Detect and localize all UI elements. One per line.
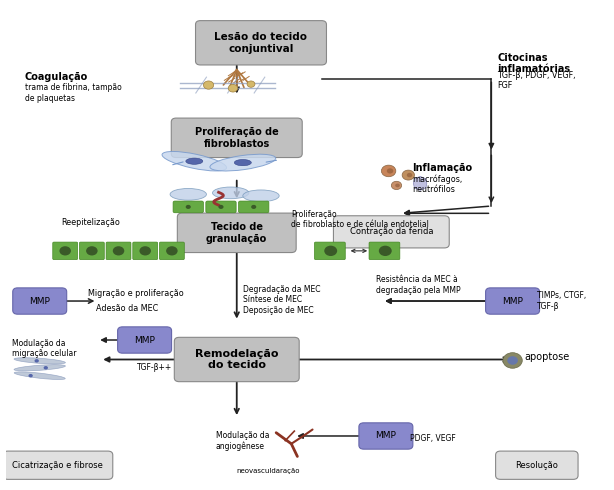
Text: Modulação da
angiogênese: Modulação da angiogênese bbox=[216, 431, 269, 451]
Text: MMP: MMP bbox=[375, 432, 396, 441]
Ellipse shape bbox=[243, 190, 279, 202]
Text: TGF-β, PDGF, VEGF,
FGF: TGF-β, PDGF, VEGF, FGF bbox=[497, 71, 576, 90]
Circle shape bbox=[166, 246, 177, 255]
Text: Remodelação
do tecido: Remodelação do tecido bbox=[195, 349, 279, 370]
Ellipse shape bbox=[14, 358, 65, 364]
Circle shape bbox=[406, 173, 413, 177]
Text: Lesão do tecido
conjuntival: Lesão do tecido conjuntival bbox=[214, 32, 308, 53]
Circle shape bbox=[381, 165, 396, 177]
Circle shape bbox=[60, 246, 71, 255]
FancyBboxPatch shape bbox=[486, 288, 540, 314]
Text: neovasculdaração: neovasculdaração bbox=[237, 468, 300, 474]
Ellipse shape bbox=[212, 187, 249, 199]
Ellipse shape bbox=[186, 158, 203, 164]
Text: trama de fibrina, tampão
de plaquetas: trama de fibrina, tampão de plaquetas bbox=[25, 83, 122, 102]
Ellipse shape bbox=[170, 189, 206, 200]
Text: Coagulação: Coagulação bbox=[25, 72, 88, 82]
FancyBboxPatch shape bbox=[160, 242, 184, 260]
Circle shape bbox=[34, 359, 39, 363]
Circle shape bbox=[86, 246, 98, 255]
Ellipse shape bbox=[14, 372, 65, 380]
Text: Contração da ferida: Contração da ferida bbox=[349, 227, 433, 236]
Circle shape bbox=[185, 205, 191, 209]
Circle shape bbox=[113, 246, 124, 255]
FancyBboxPatch shape bbox=[3, 451, 113, 479]
FancyBboxPatch shape bbox=[118, 327, 171, 353]
FancyBboxPatch shape bbox=[171, 118, 302, 158]
Ellipse shape bbox=[162, 151, 227, 171]
Text: Inflamação: Inflamação bbox=[413, 163, 473, 173]
Text: MMP: MMP bbox=[134, 336, 155, 344]
Text: TGF-β++: TGF-β++ bbox=[137, 363, 172, 372]
Text: Adesão da MEC: Adesão da MEC bbox=[96, 304, 158, 314]
FancyBboxPatch shape bbox=[53, 242, 77, 260]
Circle shape bbox=[219, 205, 223, 209]
FancyBboxPatch shape bbox=[106, 242, 131, 260]
Text: Cicatrização e fibrose: Cicatrização e fibrose bbox=[12, 461, 103, 470]
Text: TIMPs, CTGF,
TGF-β: TIMPs, CTGF, TGF-β bbox=[537, 291, 586, 311]
Circle shape bbox=[379, 245, 392, 256]
FancyBboxPatch shape bbox=[369, 242, 400, 260]
Circle shape bbox=[251, 205, 256, 209]
Text: Proliferação
de fibroblasto e de célula endotelial: Proliferação de fibroblasto e de célula … bbox=[291, 210, 429, 229]
Text: Migração e proliferação: Migração e proliferação bbox=[88, 289, 184, 298]
Circle shape bbox=[28, 374, 33, 377]
FancyBboxPatch shape bbox=[173, 201, 203, 213]
FancyBboxPatch shape bbox=[195, 21, 327, 65]
Polygon shape bbox=[413, 176, 427, 191]
Text: Degradação da MEC
Síntese de MEC
Deposição de MEC: Degradação da MEC Síntese de MEC Deposiç… bbox=[243, 285, 321, 315]
Circle shape bbox=[503, 353, 523, 368]
Text: PDGF, VEGF: PDGF, VEGF bbox=[410, 434, 455, 443]
Circle shape bbox=[44, 366, 48, 369]
Text: macrófagos,
neutrófilos: macrófagos, neutrófilos bbox=[413, 174, 463, 194]
Text: MMP: MMP bbox=[29, 296, 50, 306]
Circle shape bbox=[395, 184, 400, 187]
Text: Resistência da MEC à
degradação pela MMP: Resistência da MEC à degradação pela MMP bbox=[376, 275, 460, 294]
FancyBboxPatch shape bbox=[206, 201, 236, 213]
Text: Resolução: Resolução bbox=[515, 461, 558, 470]
FancyBboxPatch shape bbox=[177, 213, 296, 252]
Circle shape bbox=[387, 169, 394, 173]
FancyBboxPatch shape bbox=[333, 216, 449, 248]
Circle shape bbox=[402, 170, 414, 180]
FancyBboxPatch shape bbox=[13, 288, 67, 314]
Circle shape bbox=[203, 81, 214, 89]
Text: Citocinas
inflamatórias: Citocinas inflamatórias bbox=[497, 52, 570, 74]
Text: Reepitelização: Reepitelização bbox=[61, 218, 120, 227]
Circle shape bbox=[247, 81, 255, 87]
Text: Tecido de
granulação: Tecido de granulação bbox=[206, 222, 267, 244]
Circle shape bbox=[507, 356, 518, 365]
Ellipse shape bbox=[210, 154, 276, 171]
Text: MMP: MMP bbox=[502, 296, 523, 306]
Text: Proliferação de
fibroblastos: Proliferação de fibroblastos bbox=[195, 127, 279, 148]
Circle shape bbox=[139, 246, 151, 255]
FancyBboxPatch shape bbox=[239, 201, 269, 213]
FancyBboxPatch shape bbox=[495, 451, 578, 479]
Circle shape bbox=[391, 181, 402, 190]
FancyBboxPatch shape bbox=[314, 242, 345, 260]
Text: Modulação da
migração celular: Modulação da migração celular bbox=[12, 339, 77, 358]
FancyBboxPatch shape bbox=[174, 337, 299, 382]
FancyBboxPatch shape bbox=[133, 242, 158, 260]
FancyBboxPatch shape bbox=[359, 423, 413, 449]
Circle shape bbox=[324, 245, 337, 256]
Ellipse shape bbox=[14, 365, 65, 371]
FancyBboxPatch shape bbox=[79, 242, 104, 260]
Text: apoptose: apoptose bbox=[525, 352, 570, 362]
Circle shape bbox=[228, 84, 238, 92]
Ellipse shape bbox=[235, 160, 251, 166]
